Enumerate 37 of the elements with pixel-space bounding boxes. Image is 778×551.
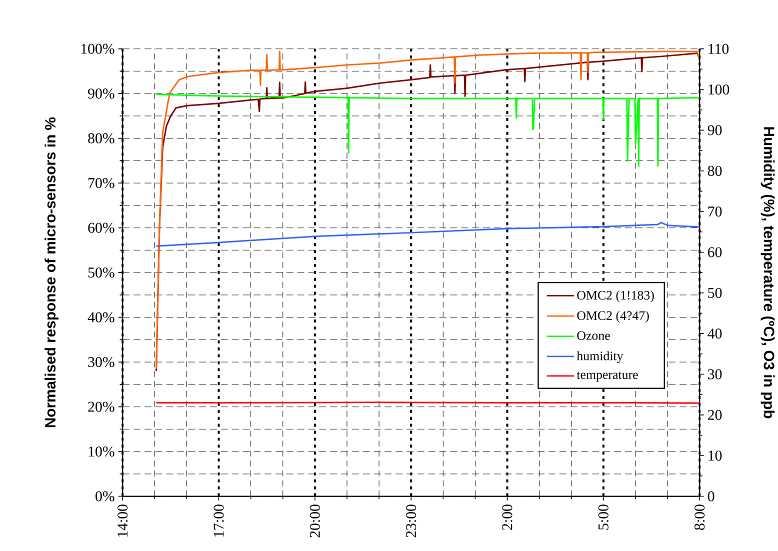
y-tick-label: 70%: [88, 178, 114, 188]
y2-tick-label: 60: [708, 247, 722, 258]
y-tick-label: 20%: [88, 402, 114, 412]
x-tick-label: 14:00: [118, 504, 128, 537]
y-tick-label: 100%: [81, 44, 114, 54]
x-tick-label: 17:00: [214, 504, 224, 537]
y2-tick-label: 50: [708, 288, 722, 298]
y-tick-label: 0%: [96, 491, 114, 502]
y2-tick-label: 40: [708, 328, 722, 339]
y-tick-label: 80%: [88, 133, 114, 144]
y2-tick-label: 0: [708, 491, 714, 502]
y2-tick-label: 90: [708, 125, 722, 136]
y-tick-label: 10%: [88, 446, 114, 457]
y2-tick-label: 70: [708, 206, 722, 217]
y-axis-title: Normalised response of micro-sensors in %: [44, 117, 58, 428]
y2-tick-label: 20: [708, 410, 722, 420]
y-tick-label: 50%: [88, 267, 114, 278]
legend-label: OMC2 (4?47): [577, 310, 649, 323]
legend-label: Ozone: [577, 331, 610, 340]
legend-label: OMC2 (1!183): [577, 290, 654, 302]
y2-tick-label: 30: [708, 369, 722, 380]
x-tick-label: 20:00: [310, 504, 320, 538]
y2-tick-label: 110: [708, 44, 729, 54]
y2-tick-label: 10: [708, 450, 722, 461]
legend-label: humidity: [576, 351, 624, 363]
x-tick-label: 8:00: [694, 504, 705, 530]
y-tick-label: 40%: [88, 312, 114, 322]
x-tick-label: 2:00: [502, 504, 512, 530]
y-tick-label: 30%: [88, 356, 114, 368]
y2-axis-title: Humidity (%), temperature (ºC), O3 in ppb: [760, 127, 775, 418]
y2-tick-label: 100: [708, 84, 730, 94]
x-tick-label: 23:00: [406, 504, 416, 538]
x-tick-label: 5:00: [598, 504, 608, 530]
y2-tick-label: 80: [708, 166, 722, 176]
y-tick-label: 90%: [88, 88, 114, 99]
legend-label: temperature: [576, 372, 638, 382]
y-tick-label: 60%: [88, 222, 114, 233]
